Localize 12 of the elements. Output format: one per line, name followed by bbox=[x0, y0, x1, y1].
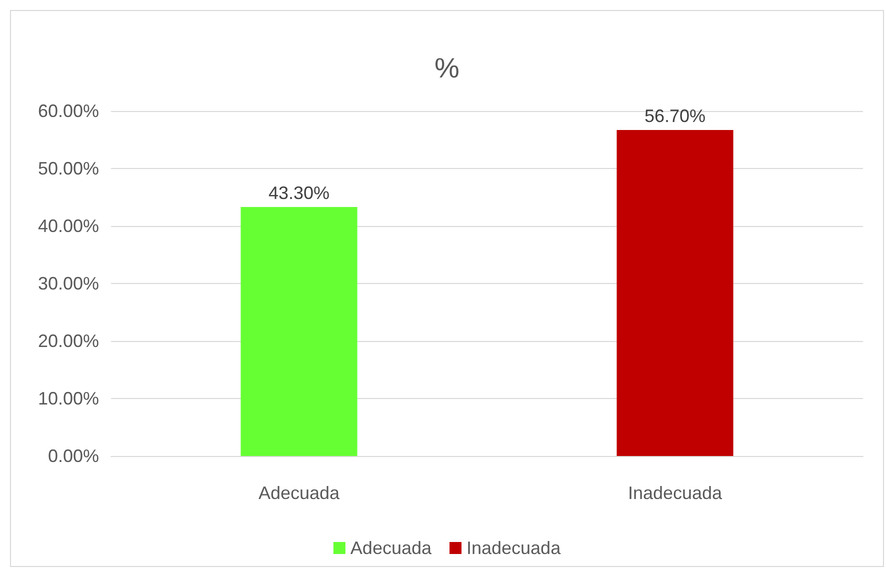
y-tick-label: 30.00% bbox=[38, 274, 99, 294]
data-label: 43.30% bbox=[268, 183, 330, 204]
y-tick-label: 40.00% bbox=[38, 216, 99, 236]
y-tick-label: 50.00% bbox=[38, 158, 99, 178]
chart-title: % bbox=[434, 52, 460, 84]
y-tick-label: 60.00% bbox=[38, 101, 99, 121]
y-tick-label: 10.00% bbox=[38, 388, 99, 408]
legend-label: Adecuada bbox=[350, 538, 432, 558]
y-tick-label: 0.00% bbox=[48, 446, 99, 466]
data-label: 56.70% bbox=[644, 106, 706, 126]
y-tick-label: 20.00% bbox=[38, 331, 99, 351]
legend-label: Inadecuada bbox=[466, 538, 562, 558]
